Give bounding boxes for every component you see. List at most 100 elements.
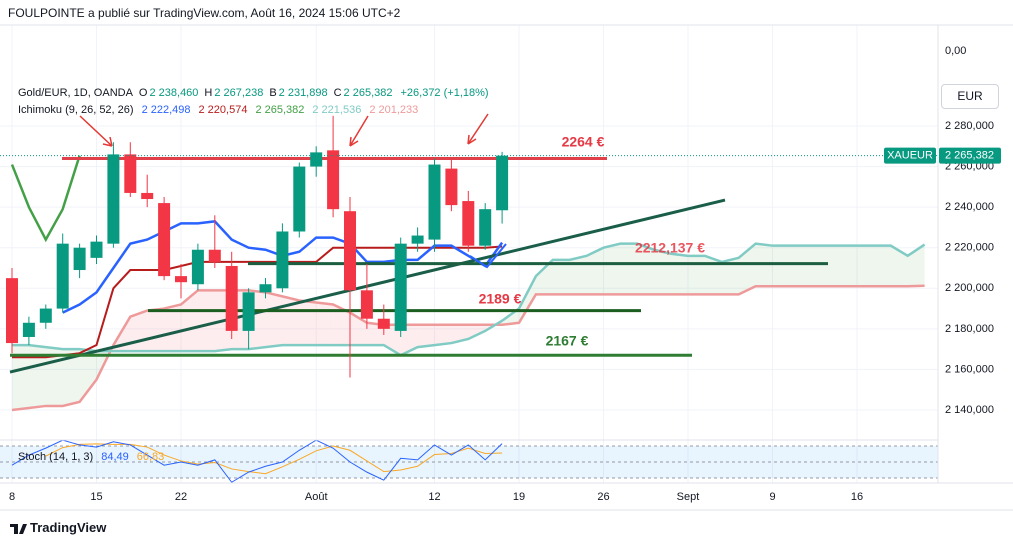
cloud-fill — [316, 302, 334, 346]
cloud-fill — [738, 243, 756, 295]
x-tick-label: 16 — [851, 491, 863, 503]
cloud-fill — [197, 290, 215, 352]
candle-body — [39, 308, 52, 323]
candle-body — [327, 150, 340, 210]
level-label: 2167 € — [546, 333, 589, 349]
candle-body — [242, 292, 255, 331]
cloud-fill — [164, 304, 181, 352]
cloud-fill — [654, 249, 672, 295]
candle-body — [445, 168, 458, 206]
candle-body — [208, 249, 221, 262]
logo-shape — [10, 524, 27, 534]
cloud-fill — [806, 245, 824, 287]
cloud-fill — [333, 304, 350, 346]
x-tick-label: Sept — [677, 491, 700, 503]
ohlc-key: C — [333, 87, 342, 99]
cloud-fill — [451, 324, 469, 344]
cloud-fill — [890, 245, 908, 287]
indicator-line — [12, 245, 503, 359]
cloud-fill — [468, 324, 486, 339]
x-tick-label: 9 — [769, 491, 775, 503]
cloud-fill — [789, 245, 807, 287]
y-tick-label: 2 180,000 — [945, 323, 994, 335]
ohlc-key: O — [138, 87, 148, 99]
cloud-fill — [299, 300, 317, 346]
x-tick-label: Août — [305, 491, 328, 503]
candle-body — [411, 235, 424, 244]
top-label: 0,00 — [945, 45, 966, 57]
cloud-fill — [62, 349, 80, 406]
change: +26,372 (+1,18%) — [400, 87, 489, 99]
candle-body — [496, 155, 509, 211]
currency-button[interactable]: EUR — [941, 84, 999, 109]
level-label: 2189 € — [479, 291, 522, 307]
arrow — [349, 115, 369, 147]
symbol-tag: XAUEUR — [887, 150, 933, 162]
check-mark — [469, 243, 507, 269]
level-label: 2212,137 € — [635, 240, 705, 256]
candle-body — [191, 249, 204, 285]
candle-body — [73, 247, 86, 271]
candle-body — [175, 276, 187, 283]
ichimoku-value: 2 265,382 — [255, 104, 305, 116]
cloud-fill — [12, 345, 29, 410]
cloud-fill — [552, 259, 570, 295]
candle-body — [276, 231, 289, 289]
candle-body — [6, 278, 18, 344]
ohlc-key: B — [269, 87, 277, 99]
candle-body — [360, 290, 373, 319]
x-tick-label: 26 — [597, 491, 609, 503]
candle-body — [344, 211, 356, 291]
y-tick-label: 2 200,000 — [945, 282, 994, 294]
ichimoku-value: 2 201,233 — [369, 104, 419, 116]
ichimoku-value: 2 221,536 — [312, 104, 362, 116]
symbol: Gold/EUR, 1D, OANDA — [18, 87, 133, 99]
candle-body — [158, 203, 171, 277]
cloud-fill — [535, 259, 553, 295]
x-tick-label: 19 — [513, 491, 525, 503]
x-tick-label: 15 — [90, 491, 102, 503]
price-tag-bg — [939, 147, 1001, 164]
candle-body — [462, 201, 475, 246]
cloud-fill — [147, 308, 165, 352]
arrow — [79, 115, 113, 147]
ohlc-key: H — [204, 87, 213, 99]
y-tick-label: 2 240,000 — [945, 201, 994, 213]
ohlc-value: 2 267,238 — [214, 87, 264, 99]
cloud-fill — [417, 324, 435, 348]
candle-body — [394, 243, 407, 331]
y-tick-label: 2 140,000 — [945, 404, 994, 416]
y-tick-label: 2 280,000 — [945, 120, 994, 132]
x-tick-label: 12 — [428, 491, 440, 503]
stoch-row: Stoch (14, 1, 3) 84,49 66,83 — [18, 451, 164, 463]
trendline — [9, 198, 726, 374]
candle-body — [428, 164, 441, 240]
candle-body — [479, 209, 492, 246]
plot: 2264 € 2212,137 € 2189 € 2167 € — [0, 25, 938, 483]
candle-body — [225, 265, 238, 331]
cloud-fill — [265, 292, 283, 348]
x-tick-label: 22 — [175, 491, 187, 503]
stoch-label: Stoch (14, 1, 3) — [18, 451, 94, 463]
header: FOULPOINTE a publié sur TradingView.com,… — [8, 6, 401, 20]
cloud-fill — [79, 349, 97, 402]
candle-body — [56, 243, 69, 309]
ohlc-value: 2 238,460 — [149, 87, 199, 99]
cloud-fill — [282, 296, 300, 346]
cloud-fill — [721, 257, 739, 295]
cloud-fill — [28, 345, 46, 408]
x-tick-label: 8 — [9, 491, 15, 503]
ohlc-value: 2 231,898 — [278, 87, 328, 99]
ichimoku-label: Ichimoku (9, 26, 52, 26) — [18, 104, 134, 116]
candle-body — [259, 284, 272, 293]
y-tick-label: 2 220,000 — [945, 242, 994, 254]
cloud-fill — [434, 324, 452, 346]
cloud-fill — [620, 243, 638, 295]
stoch-k-line — [11, 439, 503, 483]
cloud-fill — [181, 290, 198, 352]
candle-body — [22, 322, 35, 337]
